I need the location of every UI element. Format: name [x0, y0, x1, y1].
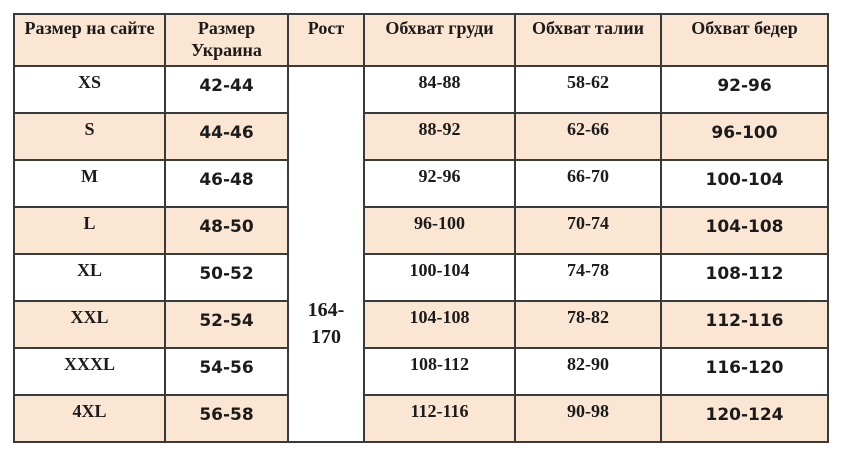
col-header-height: Рост: [287, 13, 365, 67]
table-row-4xl: 4XL 56-58 112-116 90-98 120-124: [13, 393, 829, 443]
table-row-m: M 46-48 92-96 66-70 100-104: [13, 158, 829, 208]
cell-site-size: XXL: [13, 299, 166, 349]
col-header-site-size: Размер на сайте: [13, 13, 166, 67]
cell-waist: 70-74: [514, 205, 662, 255]
cell-height-merged: 164-170: [287, 64, 365, 443]
col-header-hips: Обхват бедер: [660, 13, 829, 67]
size-table: Размер на сайте Размер Украина Рост Обхв…: [13, 13, 829, 443]
cell-waist: 62-66: [514, 111, 662, 161]
cell-hips: 104-108: [660, 205, 829, 255]
cell-site-size: XL: [13, 252, 166, 302]
cell-hips: 112-116: [660, 299, 829, 349]
table-row-s: S 44-46 88-92 62-66 96-100: [13, 111, 829, 161]
cell-ukraine-size: 56-58: [164, 393, 289, 443]
col-header-ukraine-size: Размер Украина: [164, 13, 289, 67]
cell-hips: 108-112: [660, 252, 829, 302]
cell-ukraine-size: 46-48: [164, 158, 289, 208]
cell-hips: 92-96: [660, 64, 829, 114]
cell-hips: 100-104: [660, 158, 829, 208]
cell-hips: 96-100: [660, 111, 829, 161]
table-row-xl: XL 50-52 100-104 74-78 108-112: [13, 252, 829, 302]
cell-waist: 74-78: [514, 252, 662, 302]
table-row-l: L 48-50 96-100 70-74 104-108: [13, 205, 829, 255]
cell-chest: 92-96: [363, 158, 516, 208]
table-row-xxl: XXL 52-54 104-108 78-82 112-116: [13, 299, 829, 349]
cell-chest: 96-100: [363, 205, 516, 255]
col-header-chest: Обхват груди: [363, 13, 516, 67]
cell-chest: 84-88: [363, 64, 516, 114]
cell-chest: 100-104: [363, 252, 516, 302]
cell-ukraine-size: 48-50: [164, 205, 289, 255]
cell-ukraine-size: 52-54: [164, 299, 289, 349]
cell-ukraine-size: 44-46: [164, 111, 289, 161]
cell-hips: 120-124: [660, 393, 829, 443]
cell-chest: 104-108: [363, 299, 516, 349]
cell-site-size: XXXL: [13, 346, 166, 396]
cell-waist: 58-62: [514, 64, 662, 114]
col-header-waist: Обхват талии: [514, 13, 662, 67]
cell-site-size: S: [13, 111, 166, 161]
cell-waist: 66-70: [514, 158, 662, 208]
cell-site-size: M: [13, 158, 166, 208]
cell-chest: 108-112: [363, 346, 516, 396]
cell-waist: 90-98: [514, 393, 662, 443]
table-row-xs: XS 42-44 164-170 84-88 58-62 92-96: [13, 64, 829, 443]
cell-ukraine-size: 54-56: [164, 346, 289, 396]
cell-site-size: XS: [13, 64, 166, 114]
cell-chest: 112-116: [363, 393, 516, 443]
cell-ukraine-size: 50-52: [164, 252, 289, 302]
cell-hips: 116-120: [660, 346, 829, 396]
cell-chest: 88-92: [363, 111, 516, 161]
cell-waist: 78-82: [514, 299, 662, 349]
cell-site-size: L: [13, 205, 166, 255]
cell-waist: 82-90: [514, 346, 662, 396]
table-row-xxxl: XXXL 54-56 108-112 82-90 116-120: [13, 346, 829, 396]
header-row: Размер на сайте Размер Украина Рост Обхв…: [13, 13, 829, 67]
cell-site-size: 4XL: [13, 393, 166, 443]
cell-ukraine-size: 42-44: [164, 64, 289, 114]
height-value: 164-170: [307, 298, 345, 348]
